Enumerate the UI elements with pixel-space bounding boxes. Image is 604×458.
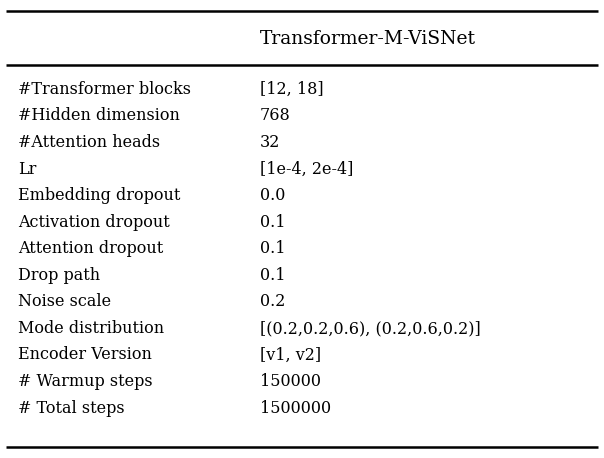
Text: Noise scale: Noise scale	[18, 293, 111, 311]
Text: Lr: Lr	[18, 160, 36, 178]
Text: #Attention heads: #Attention heads	[18, 134, 160, 151]
Text: [v1, v2]: [v1, v2]	[260, 346, 321, 364]
Text: 0.1: 0.1	[260, 213, 285, 231]
Text: 0.0: 0.0	[260, 187, 285, 204]
Text: Encoder Version: Encoder Version	[18, 346, 152, 364]
Text: # Warmup steps: # Warmup steps	[18, 373, 153, 390]
Text: Attention dropout: Attention dropout	[18, 240, 163, 257]
Text: #Hidden dimension: #Hidden dimension	[18, 107, 180, 125]
Text: 768: 768	[260, 107, 291, 125]
Text: #Transformer blocks: #Transformer blocks	[18, 81, 191, 98]
Text: Transformer-M-ViSNet: Transformer-M-ViSNet	[260, 30, 476, 48]
Text: Drop path: Drop path	[18, 267, 100, 284]
Text: [1e-4, 2e-4]: [1e-4, 2e-4]	[260, 160, 353, 178]
Text: 150000: 150000	[260, 373, 321, 390]
Text: 0.1: 0.1	[260, 267, 285, 284]
Text: Mode distribution: Mode distribution	[18, 320, 164, 337]
Text: Activation dropout: Activation dropout	[18, 213, 170, 231]
Text: 1500000: 1500000	[260, 399, 331, 417]
Text: Embedding dropout: Embedding dropout	[18, 187, 181, 204]
Text: [(0.2,0.2,0.6), (0.2,0.6,0.2)]: [(0.2,0.2,0.6), (0.2,0.6,0.2)]	[260, 320, 480, 337]
Text: # Total steps: # Total steps	[18, 399, 125, 417]
Text: 32: 32	[260, 134, 280, 151]
Text: 0.2: 0.2	[260, 293, 285, 311]
Text: 0.1: 0.1	[260, 240, 285, 257]
Text: [12, 18]: [12, 18]	[260, 81, 323, 98]
